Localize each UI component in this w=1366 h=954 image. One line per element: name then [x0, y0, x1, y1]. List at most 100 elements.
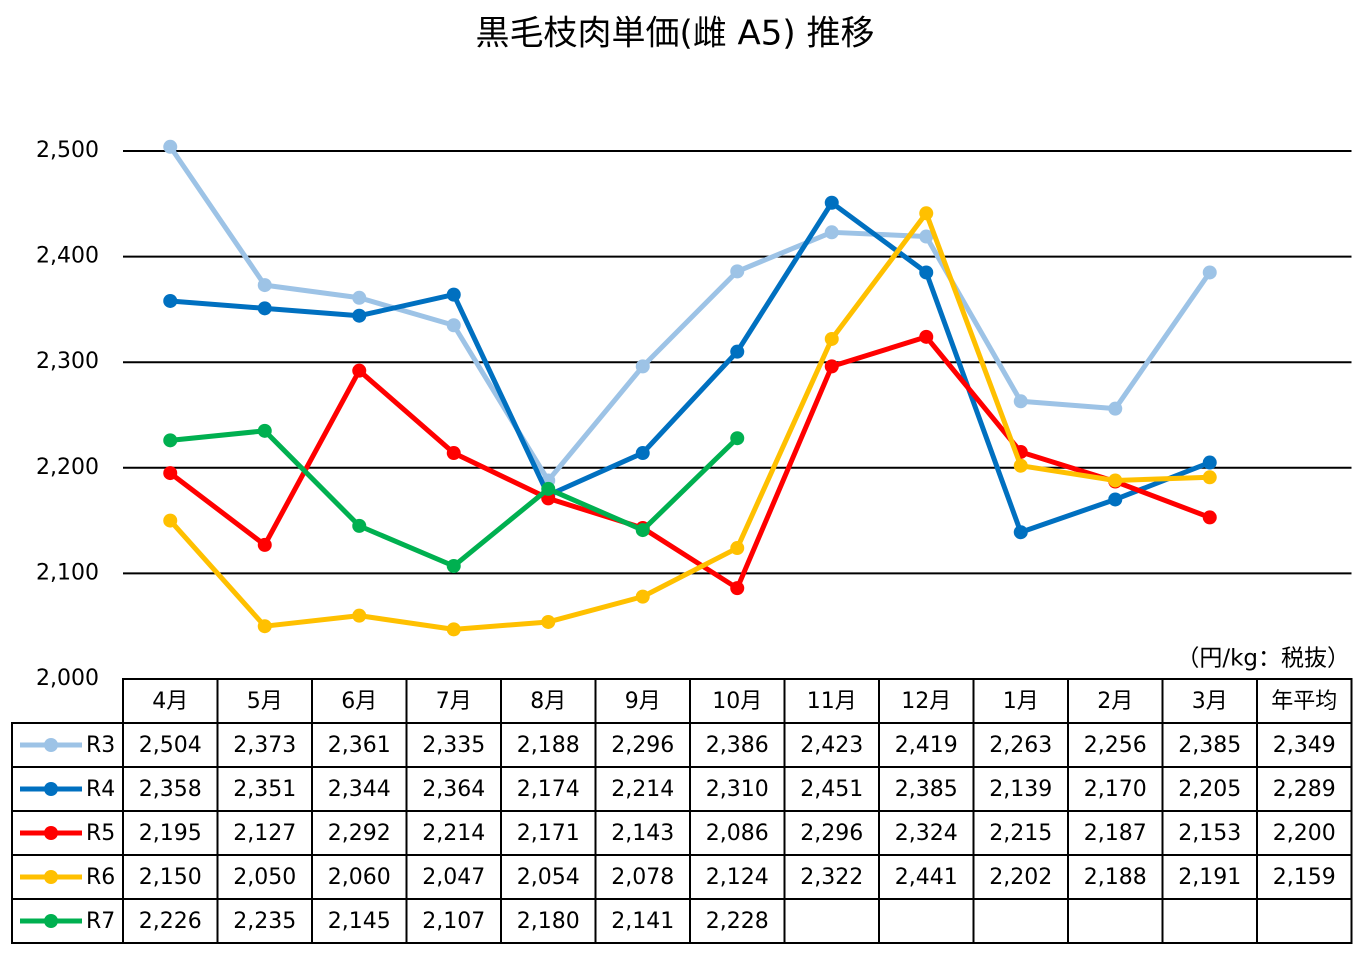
data-point [1013, 525, 1028, 540]
table-value: 2,188 [1084, 865, 1147, 890]
legend-label: R5 [86, 821, 115, 846]
data-point [1013, 458, 1028, 473]
legend-marker [44, 826, 58, 840]
table-value: 2,139 [989, 777, 1052, 802]
data-point [635, 359, 650, 374]
table-header: 9月 [625, 689, 661, 714]
series-line [170, 200, 1211, 535]
table-value: 2,364 [422, 777, 485, 802]
table-value: 2,078 [611, 865, 674, 890]
table-value: 2,171 [517, 821, 580, 846]
data-point [635, 589, 650, 604]
data-point [257, 301, 272, 316]
table-value: 2,215 [989, 821, 1052, 846]
table-value: 2,296 [611, 733, 674, 758]
data-point [919, 265, 934, 280]
table-value: 2,361 [328, 733, 391, 758]
data-point [446, 318, 461, 333]
data-point [824, 331, 839, 346]
data-point [352, 518, 367, 533]
table-value: 2,322 [800, 865, 863, 890]
table-value: 2,292 [328, 821, 391, 846]
table-value: 2,386 [706, 733, 769, 758]
legend-marker [44, 782, 58, 796]
table-cell [1067, 898, 1164, 944]
table-value: 2,423 [800, 733, 863, 758]
data-point [446, 287, 461, 302]
data-point [352, 363, 367, 378]
y-tick-label: 2,300 [36, 349, 99, 374]
legend-label: R4 [86, 777, 115, 802]
table-value: 2,310 [706, 777, 769, 802]
table-value: 2,226 [139, 909, 202, 934]
data-point [257, 537, 272, 552]
data-point [919, 229, 934, 244]
table-value: 2,205 [1178, 777, 1241, 802]
data-point [730, 541, 745, 556]
table-value: 2,289 [1273, 777, 1336, 802]
table-value: 2,335 [422, 733, 485, 758]
series-line [168, 334, 1211, 591]
table-value: 2,451 [800, 777, 863, 802]
table-value: 2,153 [1178, 821, 1241, 846]
table-value: 2,351 [233, 777, 296, 802]
table-value: 2,086 [706, 821, 769, 846]
data-point [1108, 492, 1123, 507]
table-value: 2,191 [1178, 865, 1241, 890]
data-point [824, 359, 839, 374]
data-point [257, 619, 272, 634]
table-value: 2,054 [517, 865, 580, 890]
data-point [730, 581, 745, 596]
table-value: 2,150 [139, 865, 202, 890]
table-value: 2,235 [233, 909, 296, 934]
table-value: 2,202 [989, 865, 1052, 890]
table-value: 2,124 [706, 865, 769, 890]
chart-title: 黒毛枝肉単価(雌 A5) 推移 [475, 14, 874, 54]
y-tick-label: 2,000 [36, 666, 99, 691]
table-header: 4月 [152, 689, 188, 714]
legend-marker [44, 914, 58, 928]
data-point [919, 329, 934, 344]
data-point [919, 206, 934, 221]
table-value: 2,195 [139, 821, 202, 846]
table-value: 2,145 [328, 909, 391, 934]
table-value: 2,228 [706, 909, 769, 934]
legend-marker [44, 870, 58, 884]
table-value: 2,358 [139, 777, 202, 802]
table-value: 2,385 [1178, 733, 1241, 758]
data-point [1202, 265, 1217, 280]
data-point [352, 290, 367, 305]
table-header: 10月 [712, 689, 762, 714]
table-value: 2,180 [517, 909, 580, 934]
data-point [163, 139, 178, 154]
legend-label: R6 [86, 865, 115, 890]
legend-marker [44, 738, 58, 752]
table-value: 2,324 [895, 821, 958, 846]
table-value: 2,214 [422, 821, 485, 846]
data-point [635, 446, 650, 461]
table-value: 2,256 [1084, 733, 1147, 758]
data-point [1202, 455, 1217, 470]
table-value: 2,188 [517, 733, 580, 758]
data-point [1108, 473, 1123, 488]
table-value: 2,141 [611, 909, 674, 934]
unit-note: （円/kg：税抜） [1176, 646, 1350, 672]
data-point [1013, 394, 1028, 409]
table-value: 2,047 [422, 865, 485, 890]
data-point [446, 446, 461, 461]
data-point [446, 622, 461, 637]
legend-label: R7 [86, 909, 115, 934]
table-cell [783, 898, 880, 944]
data-point [352, 308, 367, 323]
table-header: 2月 [1097, 689, 1133, 714]
data-point [257, 278, 272, 293]
table-header: 3月 [1192, 689, 1228, 714]
series-line [168, 210, 1210, 632]
table-value: 2,127 [233, 821, 296, 846]
table-value: 2,187 [1084, 821, 1147, 846]
data-point [1202, 510, 1217, 525]
data-point [352, 608, 367, 623]
y-tick-label: 2,400 [36, 244, 99, 269]
table-value: 2,107 [422, 909, 485, 934]
